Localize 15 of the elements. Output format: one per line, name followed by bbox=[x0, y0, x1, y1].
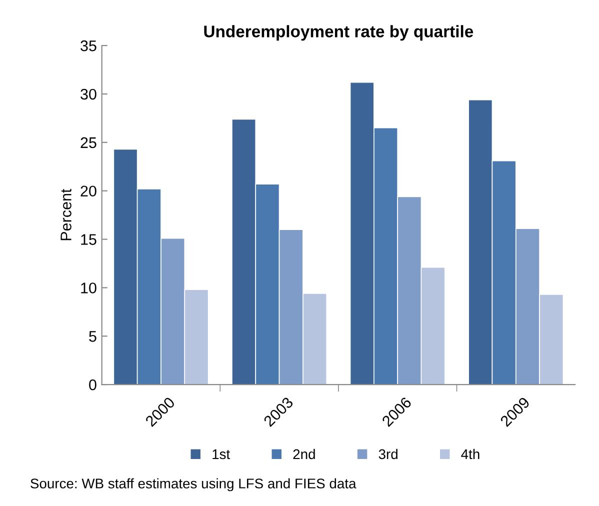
legend-label: 2nd bbox=[293, 448, 315, 460]
y-tick-label: 25 bbox=[80, 137, 96, 148]
y-tick-label: 15 bbox=[81, 234, 96, 245]
legend-label: 4th bbox=[461, 448, 480, 460]
source-note: Source: WB staff estimates using LFS and FIES data bbox=[30, 478, 356, 492]
chart-title: Underemployment rate by quartile bbox=[204, 25, 474, 41]
y-tick-label: 20 bbox=[80, 186, 96, 197]
y-axis-title: Percent bbox=[60, 188, 72, 240]
legend-label: 1st bbox=[212, 449, 230, 460]
y-tick-label: 5 bbox=[89, 331, 96, 342]
y-tick-label: 30 bbox=[80, 88, 96, 100]
y-tick-label: 10 bbox=[81, 282, 96, 294]
y-tick-label: 35 bbox=[80, 40, 96, 52]
legend-label: 3rd bbox=[378, 448, 398, 460]
y-tick-label: 0 bbox=[89, 379, 96, 390]
